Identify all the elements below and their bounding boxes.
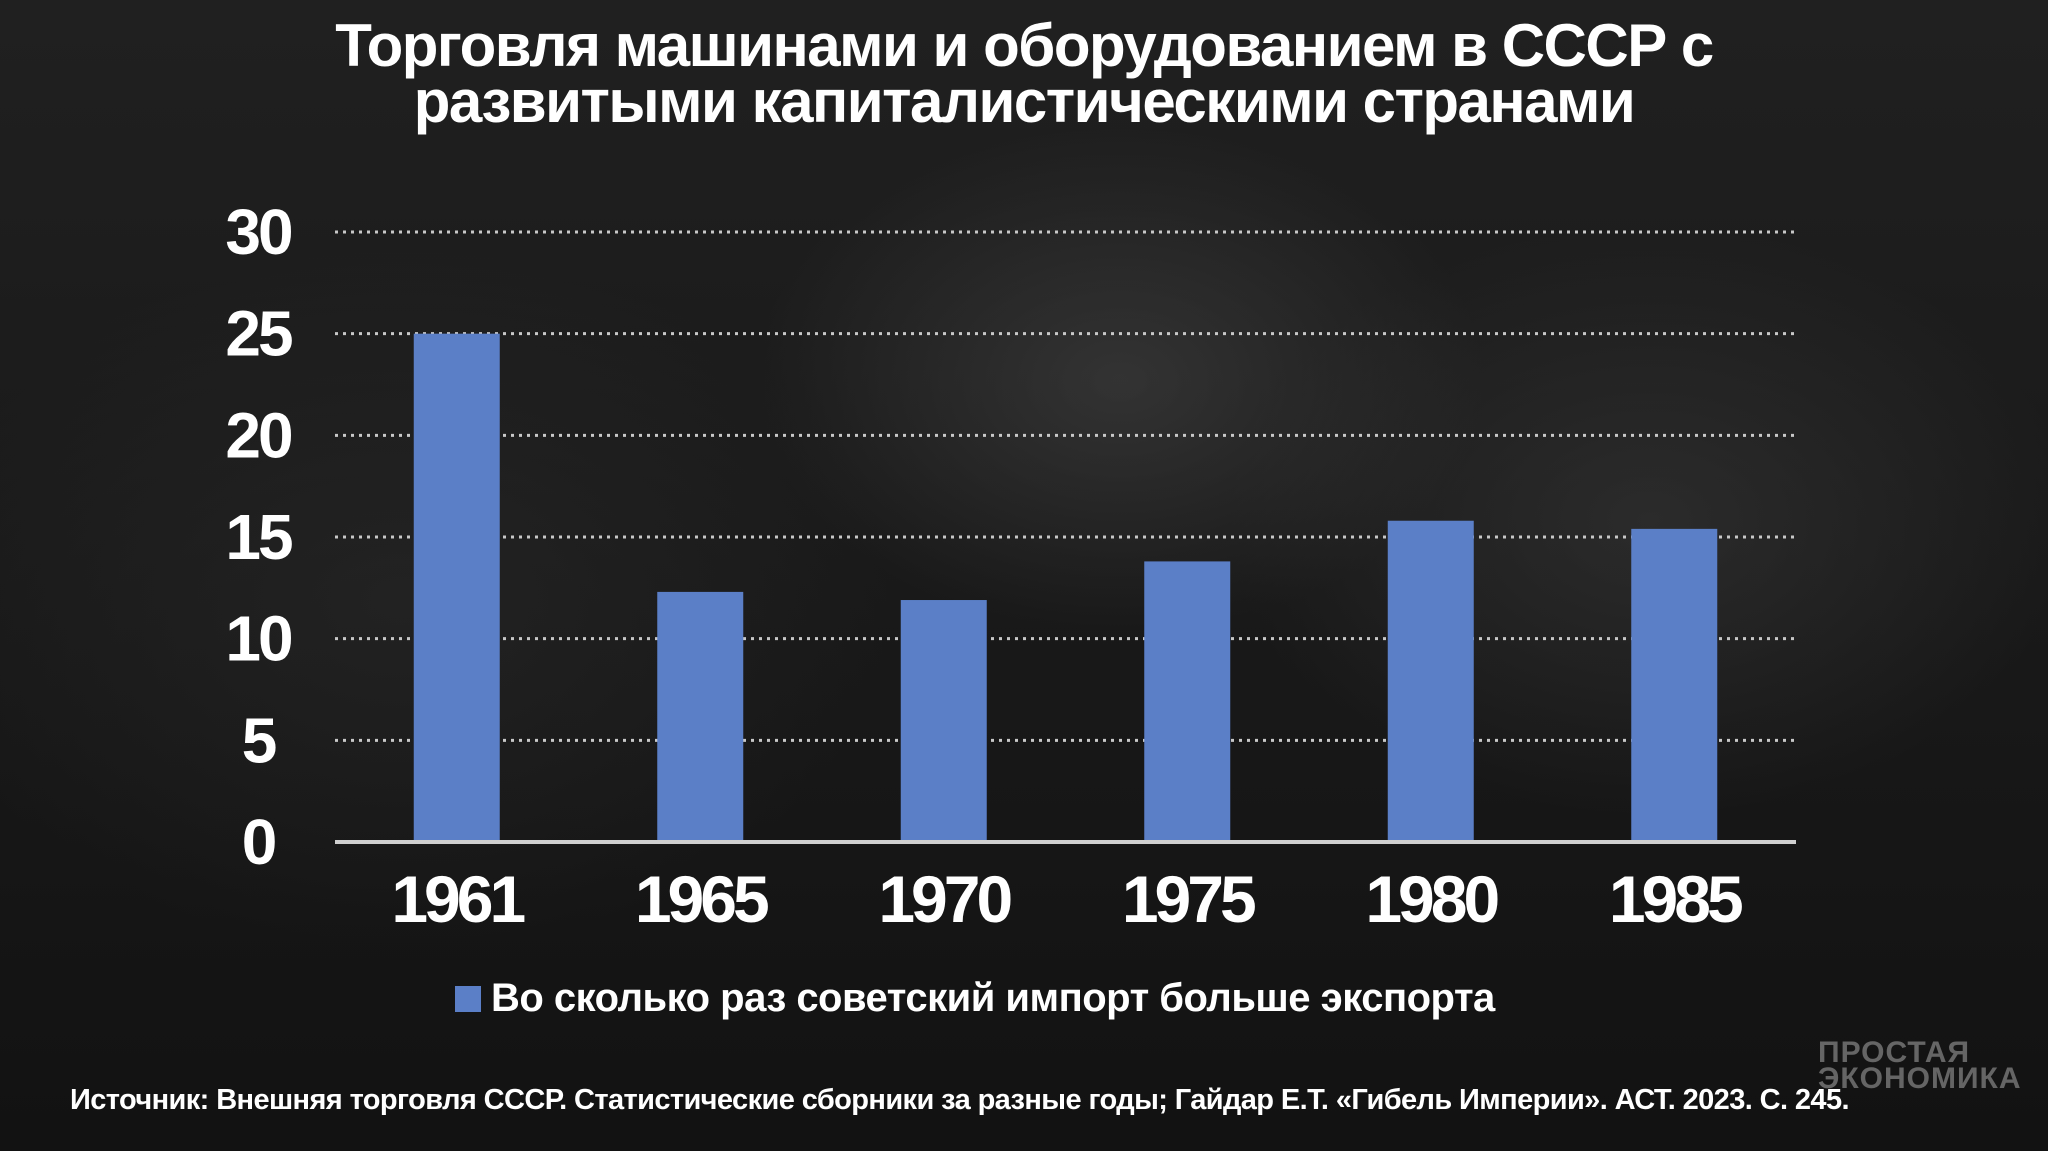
source-note: Источник: Внешняя торговля СССР. Статист… — [70, 1084, 1850, 1116]
x-tick-label: 1961 — [391, 862, 524, 936]
bar — [657, 591, 744, 842]
x-tick-label: 1970 — [878, 862, 1010, 936]
chart-title-line-2: развитыми капиталистическими странами — [413, 68, 1636, 135]
x-tick-label: 1975 — [1122, 862, 1255, 936]
legend-swatch — [455, 985, 481, 1012]
y-tick-label: 25 — [225, 298, 292, 370]
legend: Во сколько раз советский импорт больше э… — [455, 976, 1495, 1021]
watermark-line-2: ЭКОНОМИКА — [1818, 1062, 2022, 1095]
bar — [413, 333, 500, 842]
chart-title: Торговля машинами и оборудованием в СССР… — [0, 12, 2048, 135]
y-tick-label: 30 — [225, 196, 291, 268]
bar — [1387, 520, 1474, 842]
y-tick-label: 15 — [225, 501, 292, 573]
x-tick-label: 1965 — [635, 862, 768, 936]
legend-label: Во сколько раз советский импорт больше э… — [491, 976, 1495, 1020]
bar — [1631, 528, 1718, 842]
x-tick-label: 1980 — [1365, 862, 1497, 936]
watermark-line-1: ПРОСТАЯ — [1818, 1036, 1971, 1069]
y-tick-label: 20 — [225, 399, 291, 471]
y-tick-label: 5 — [242, 704, 276, 776]
x-tick-label: 1985 — [1609, 862, 1742, 936]
watermark-logo: ПРОСТАЯ ЭКОНОМИКА — [1818, 1036, 2022, 1095]
bar — [1144, 561, 1231, 842]
chart-title-line-1: Торговля машинами и оборудованием в СССР… — [335, 12, 1714, 79]
bar — [900, 600, 987, 842]
y-tick-label: 0 — [242, 806, 275, 878]
y-tick-label: 10 — [225, 603, 291, 675]
